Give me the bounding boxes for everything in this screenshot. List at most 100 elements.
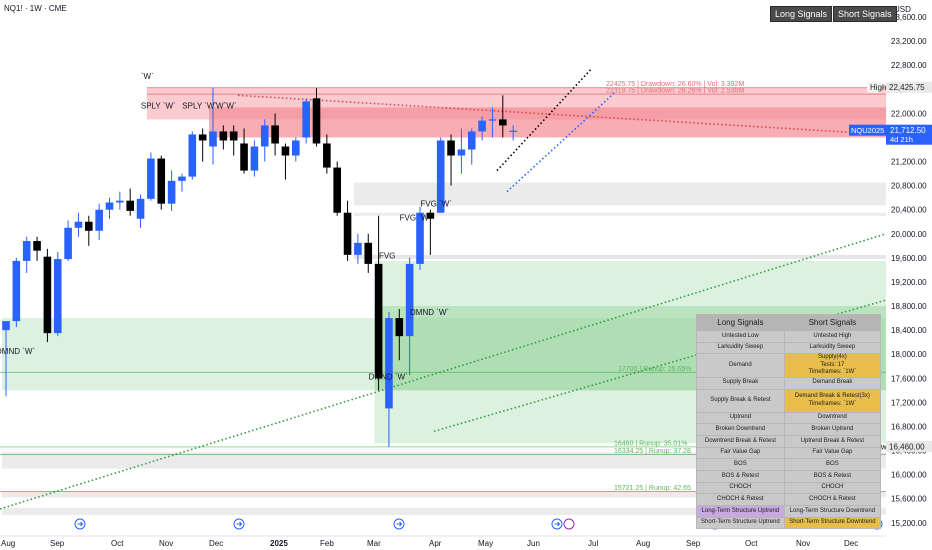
level-label: 17700 | Runup: 25.65% [618,366,691,373]
level-label: 16334.25 | Runup: 37.28 [614,448,691,455]
y-tick-label: 18,000.00 [891,350,927,359]
event-arrow-icon [236,521,243,527]
table-row: Demand Supply(4x) Tests: 17 Timeframes: `… [696,353,882,378]
zone-annotation: `W` [224,102,237,111]
high-value-tag: 22,425.75 [889,83,925,92]
long-signal-cell: CHOCH [696,481,785,495]
short-signal-cell: Larkuidity Sweep [783,341,882,355]
y-tick-label: 19,600.00 [891,254,927,263]
long-signal-cell: CHOCH & Retest [696,493,785,507]
long-signal-cell: BOS [696,458,785,471]
table-row: CHOCH CHOCH [696,481,882,495]
x-tick-label: Sep [686,539,701,548]
candle-body [509,130,517,132]
candle-body [323,143,331,168]
x-tick-label: Feb [320,539,334,548]
table-row: BOS BOS [696,458,882,471]
zone-annotation: FVG `W` [400,214,432,223]
event-arrow-icon [554,521,561,527]
table-row: Untested Low Untested High [696,330,882,343]
candle-body [116,200,124,203]
candle-body [354,242,362,255]
y-tick-label: 21,200.00 [891,158,927,167]
high-tag-bg [867,81,881,93]
candle-body [405,263,414,337]
channel-top-line [496,67,593,172]
table-row: Short-Term Structure Uptrend Short-Term S… [696,516,882,530]
x-tick-label: Oct [111,539,124,548]
candle-body [395,318,404,337]
candle-body [478,120,486,132]
candle-body [416,212,424,264]
candle-body [178,176,186,181]
long-signal-cell: Broken Downtrend [696,423,785,436]
short-signal-cell: Fair Value Gap [783,446,882,460]
y-tick-label: 15,200.00 [891,519,927,528]
x-tick-label: Dec [844,539,858,548]
symbol-tag-bg [849,124,886,136]
candle-body [364,242,373,264]
level-label: 15721.25 | Runup: 42.65 [614,485,691,492]
x-tick-label: Nov [159,539,173,548]
candle-body [12,260,21,322]
candle-body [209,131,217,147]
y-tick-label: 18,800.00 [891,302,927,311]
table-row: Larkuidity Sweep Larkuidity Sweep [696,341,882,355]
level-label: 16460 | Runup: 35.01% [614,440,687,447]
candle-body [260,125,269,147]
y-tick-label: 16,000.00 [891,471,927,480]
low-value-tag: 16,460.00 [889,442,925,451]
long-signals-button[interactable]: Long Signals [770,6,833,22]
candle-body [126,200,134,211]
table-row: Long-Term Structure Uptrend Long-Term Str… [696,505,882,518]
long-signal-cell: Downtrend Break & Retest [696,434,785,448]
low-value-tag-bg [886,440,932,452]
candle-body [240,143,248,171]
table-row: BOS & Retest BOS & Retest [696,470,882,483]
candle-body [447,140,455,156]
level-label: 22319.75 | Drawdown: 26.26% | Vol: 2.538… [606,88,744,95]
candle-body [147,158,155,199]
short-signal-cell: Demand Break & Retest(3x) Timeframes: `1… [783,388,882,413]
zone-neutral [353,212,886,216]
candle-body [374,263,383,379]
candle-body [457,149,466,156]
candle-body [85,221,93,231]
long-term-uptrend-line [0,233,887,510]
candle-body [43,256,52,334]
y-tick-label: 17,200.00 [891,398,927,407]
zone-neutral [2,452,886,469]
long-signal-cell: Demand [696,353,785,378]
signals-table-body: Untested Low Untested High Larkuidity Swee… [696,330,882,530]
symbol-tag: NQU2025 [851,126,884,135]
x-tick-label: Aug [636,539,650,548]
candle-body [302,101,310,138]
table-row: Uptrend Downtrend [696,411,882,425]
event-arrow-icon [396,521,403,527]
candle-body [312,98,321,144]
long-signal-cell: Supply Break & Retest [696,388,785,413]
candle-body [488,119,497,121]
candle-body [219,131,228,141]
zone-annotation: SPLY `W` [182,102,217,111]
candle-body [426,212,435,219]
candle-body [281,146,290,156]
candle-body [2,321,10,331]
candle-body [157,158,166,204]
candle-body [499,119,507,126]
x-tick-label: Jun [527,539,540,548]
candle-body [64,227,72,260]
zone-annotation: FVG [379,251,395,260]
countdown-label: 4d 21h [890,135,913,144]
candle-body [229,131,238,141]
x-tick-label: Sep [50,539,65,548]
short-signals-button[interactable]: Short Signals [833,6,897,22]
candle-body [74,221,83,228]
x-tick-label: Jul [588,539,598,548]
table-header-long: Long Signals [696,314,785,331]
zone-annotation: `W` [213,102,226,111]
table-row: Downtrend Break & Retest Uptrend Break & … [696,434,882,448]
zone-supply-strong [209,107,886,138]
table-header-short: Short Signals [783,314,882,331]
zone-annotation: DMND `W` [410,308,449,317]
